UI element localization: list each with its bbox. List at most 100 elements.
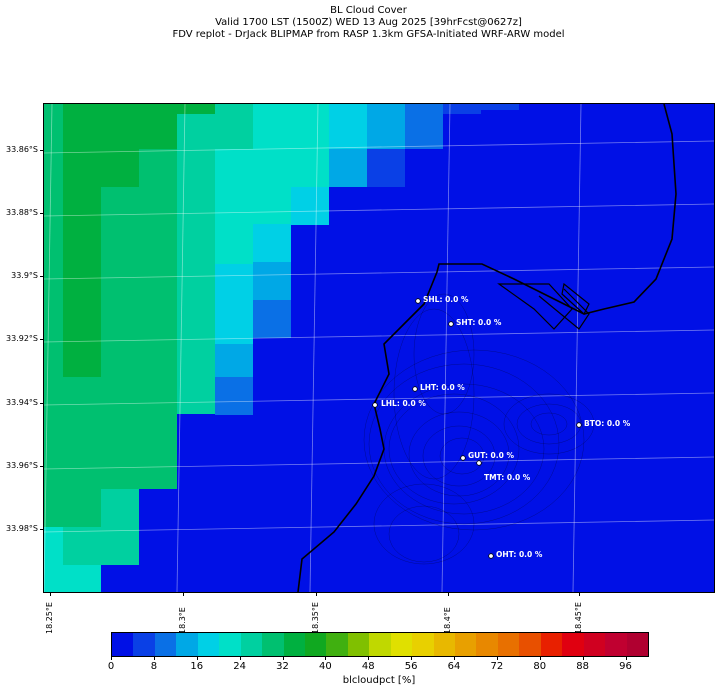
colorbar-cell — [176, 633, 198, 656]
field-cell — [215, 304, 253, 344]
colorbar-cell — [455, 633, 477, 656]
field-cell — [481, 104, 519, 110]
field-cell — [101, 489, 139, 565]
latitude-tick-mark — [40, 339, 44, 340]
latitude-tick-mark — [40, 150, 44, 151]
field-cell — [44, 527, 63, 592]
site-marker-lhl[interactable] — [372, 402, 378, 408]
title-line-3: FDV replot - DrJack BLIPMAP from RASP 1.… — [172, 29, 565, 40]
colorbar-tick-label: 64 — [447, 661, 461, 672]
site-label-oht: OHT: 0.0 % — [496, 550, 543, 559]
site-marker-bto[interactable] — [576, 422, 582, 428]
latitude-tick-mark — [40, 466, 44, 467]
site-label-lht: LHT: 0.0 % — [420, 383, 465, 392]
field-cell — [367, 104, 405, 149]
field-cell — [253, 300, 291, 338]
latitude-tick-mark — [40, 403, 44, 404]
colorbar-tick-label: 72 — [490, 661, 504, 672]
colorbar-cell — [219, 633, 241, 656]
colorbar-tick-mark — [539, 656, 541, 660]
colorbar-tick-label: 0 — [107, 661, 115, 672]
colorbar-cell — [497, 633, 520, 656]
colorbar-cell — [304, 633, 327, 656]
field-cell — [215, 149, 253, 264]
field-cell — [215, 104, 253, 149]
colorbar-tick-label: 48 — [361, 661, 375, 672]
colorbar-cell — [519, 633, 541, 656]
colorbar-tick-label: 56 — [404, 661, 418, 672]
colorbar-tick-label: 16 — [190, 661, 204, 672]
site-marker-sht[interactable] — [448, 321, 454, 327]
longitude-tick-mark — [50, 592, 51, 596]
field-cell — [139, 449, 177, 489]
site-marker-oht[interactable] — [488, 553, 494, 559]
graticule — [44, 104, 714, 592]
colorbar-tick-mark — [496, 656, 498, 660]
site-label-shl: SHL: 0.0 % — [423, 295, 469, 304]
field-cell — [367, 149, 405, 187]
colorbar-tick-mark — [196, 656, 198, 660]
colorbar-tick-mark — [625, 656, 627, 660]
site-marker-lht[interactable] — [412, 386, 418, 392]
colorbar-tick-mark — [282, 656, 284, 660]
site-label-tmt: TMT: 0.0 % — [484, 473, 531, 482]
title-line-1: BL Cloud Cover — [330, 5, 407, 16]
colorbar-cell — [476, 633, 498, 656]
colorbar-cell — [240, 633, 263, 656]
site-markers: SHL: 0.0 % SHT: 0.0 % LHT: 0.0 % LHL: 0.0 %… — [372, 295, 631, 559]
longitude-tick-label: 18.25°E — [45, 602, 54, 634]
colorbar-tick-mark — [368, 656, 370, 660]
field-cell — [215, 264, 253, 304]
colorbar-cell — [112, 633, 134, 656]
colorbar-cell — [326, 633, 348, 656]
field-cell — [139, 149, 177, 449]
field-cell — [63, 104, 101, 377]
latitude-tick-label: 33.86°S — [6, 145, 38, 154]
colorbar-tick-mark — [325, 656, 327, 660]
site-label-bto: BTO: 0.0 % — [584, 419, 631, 428]
site-marker-gut[interactable] — [460, 455, 466, 461]
colorbar-cell — [262, 633, 284, 656]
colorbar-tick-mark — [582, 656, 584, 660]
colorbar-tick-label: 32 — [276, 661, 289, 672]
colorbar — [111, 632, 649, 657]
latitude-tick-label: 33.94°S — [6, 398, 38, 407]
field-cell — [63, 527, 101, 565]
latitude-tick-label: 33.88°S — [6, 208, 38, 217]
site-marker-shl[interactable] — [415, 298, 421, 304]
terrain-contours — [363, 293, 595, 565]
colorbar-tick-mark — [153, 656, 155, 660]
field-cell — [291, 104, 329, 187]
latitude-tick-label: 33.98°S — [6, 524, 38, 533]
colorbar-label: blcloudpct [%] — [342, 675, 416, 686]
field-cell — [177, 104, 215, 114]
longitude-tick-label: 18.3°E — [178, 607, 187, 634]
colorbar-tick-label: 24 — [233, 661, 246, 672]
field-cell — [253, 262, 291, 300]
longitude-tick-label: 18.45°E — [574, 602, 583, 634]
longitude-tick-label: 18.4°E — [443, 607, 452, 634]
colorbar-cell — [283, 633, 305, 656]
map-title: BL Cloud Cover Valid 1700 LST (1500Z) WE… — [0, 5, 721, 41]
title-line-2: Valid 1700 LST (1500Z) WED 13 Aug 2025 [… — [215, 17, 522, 28]
colorbar-tick-label: 88 — [576, 661, 590, 672]
cloud-cover-map[interactable]: SHL: 0.0 % SHT: 0.0 % LHT: 0.0 % LHL: 0.0 %… — [44, 104, 714, 592]
field-cell — [139, 104, 177, 149]
colorbar-tick-mark — [454, 656, 456, 660]
colorbar-cell — [583, 633, 606, 656]
colorbar-cell — [412, 633, 434, 656]
colorbar-tick-mark — [239, 656, 241, 660]
colorbar-tick-mark — [411, 656, 413, 660]
field-cell — [101, 565, 139, 592]
colorbar-cell — [197, 633, 220, 656]
colorbar-cell — [605, 633, 627, 656]
field-cell — [63, 565, 101, 592]
site-label-lhl: LHL: 0.0 % — [381, 399, 426, 408]
colorbar-cell — [562, 633, 584, 656]
field-cell — [253, 224, 291, 262]
latitude-tick-label: 33.96°S — [6, 461, 38, 470]
colorbar-tick-label: 8 — [150, 661, 158, 672]
colorbar-cell — [626, 633, 648, 656]
site-marker-tmt[interactable] — [476, 460, 482, 466]
colorbar-tick-label: 80 — [533, 661, 547, 672]
